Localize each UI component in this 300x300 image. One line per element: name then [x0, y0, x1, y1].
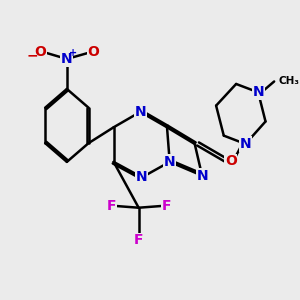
Text: N: N — [164, 155, 176, 169]
Text: N: N — [136, 170, 148, 184]
Text: N: N — [252, 85, 264, 99]
Text: N: N — [240, 137, 251, 151]
Text: O: O — [88, 45, 100, 59]
Text: F: F — [161, 199, 171, 213]
Text: O: O — [34, 45, 46, 59]
Text: F: F — [106, 199, 116, 213]
Text: +: + — [69, 48, 77, 58]
Text: F: F — [134, 233, 143, 247]
Text: N: N — [134, 105, 146, 119]
Text: N: N — [196, 169, 208, 183]
Text: N: N — [61, 52, 73, 66]
Text: CH₃: CH₃ — [279, 76, 300, 86]
Text: O: O — [225, 154, 237, 169]
Text: −: − — [27, 48, 38, 62]
